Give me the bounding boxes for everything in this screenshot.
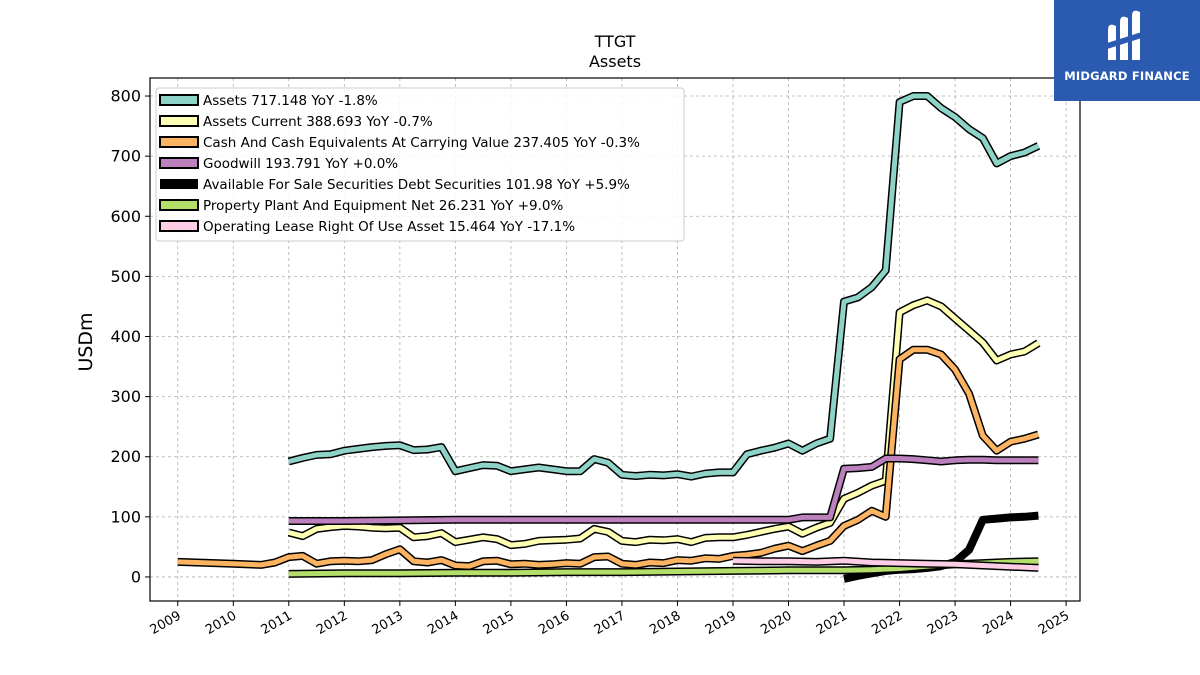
legend-swatch [159, 136, 199, 148]
x-tick-label: 2022 [869, 608, 905, 638]
legend-label: Assets 717.148 YoY -1.8% [203, 93, 378, 109]
series-line [288, 454, 1039, 525]
series-path [288, 93, 1040, 480]
y-tick-label: 800 [110, 87, 141, 106]
x-tick-label: 2023 [925, 608, 961, 638]
x-tick-label: 2016 [536, 608, 572, 638]
series-path [288, 456, 1039, 524]
y-axis-label: USDm [75, 312, 97, 371]
series-line [177, 345, 1040, 571]
x-tick-label: 2017 [592, 608, 628, 638]
legend-swatch [159, 199, 199, 211]
legend: Assets 717.148 YoY -1.8% Assets Current 3… [155, 87, 685, 242]
x-tick-label: 2015 [481, 608, 517, 638]
x-tick-label: 2011 [259, 608, 295, 638]
x-tick-label: 2020 [758, 608, 794, 638]
legend-label: Available For Sale Securities Debt Secur… [203, 177, 630, 193]
series-layer [177, 92, 1041, 583]
plot-frame [149, 77, 1081, 602]
legend-entry: Assets 717.148 YoY -1.8% [159, 93, 378, 109]
y-tick-label: 200 [110, 447, 141, 466]
series-line [732, 556, 1039, 572]
chart-subtitle: Assets [589, 52, 641, 71]
y-tick-label: 600 [110, 207, 141, 226]
x-tick-label: 2018 [647, 608, 683, 638]
x-tick-label: 2019 [703, 608, 739, 638]
legend-entry: Assets Current 388.693 YoY -0.7% [159, 114, 433, 130]
series-line [287, 92, 1041, 481]
x-tick-label: 2024 [980, 608, 1016, 638]
x-tick-label: 2010 [203, 608, 239, 638]
y-tick-label: 400 [110, 327, 141, 346]
legend-entry: Property Plant And Equipment Net 26.231 … [159, 198, 563, 214]
brand-logo: MIDGARD FINANCE [1054, 0, 1200, 101]
legend-entry: Available For Sale Securities Debt Secur… [160, 177, 630, 193]
y-tick-label: 300 [110, 387, 141, 406]
series-path [288, 297, 1040, 548]
x-tick-label: 2021 [814, 608, 850, 638]
chart-title: TTGT [594, 32, 636, 51]
series-line [287, 296, 1041, 550]
legend-label: Operating Lease Right Of Use Asset 15.46… [203, 219, 575, 235]
legend-label: Goodwill 193.791 YoY +0.0% [203, 156, 398, 172]
legend-swatch [159, 115, 199, 127]
x-tick-label: 2025 [1036, 608, 1072, 638]
x-tick-label: 2013 [370, 608, 406, 638]
x-tick-label: 2014 [425, 608, 461, 638]
legend-swatch [159, 220, 199, 232]
logo-text: MIDGARD FINANCE [1064, 69, 1190, 83]
y-tick-label: 100 [110, 507, 141, 526]
legend-label: Cash And Cash Equivalents At Carrying Va… [203, 135, 640, 151]
y-tick-label: 700 [110, 147, 141, 166]
series-outline [287, 296, 1041, 550]
legend-swatch [159, 94, 199, 106]
x-tick-label: 2009 [148, 608, 184, 638]
legend-entry: Operating Lease Right Of Use Asset 15.46… [159, 219, 575, 235]
x-tick-label: 2012 [314, 608, 350, 638]
legend-label: Assets Current 388.693 YoY -0.7% [203, 114, 433, 130]
series-path [177, 347, 1040, 569]
legend-label: Property Plant And Equipment Net 26.231 … [203, 198, 563, 214]
legend-swatch [160, 179, 198, 189]
series-outline [288, 454, 1039, 525]
legend-swatch [159, 157, 199, 169]
legend-box [155, 87, 685, 242]
legend-entry: Goodwill 193.791 YoY +0.0% [159, 156, 398, 172]
y-tick-label: 0 [131, 567, 141, 586]
legend-entry: Cash And Cash Equivalents At Carrying Va… [159, 135, 640, 151]
midgard-logo-icon [1104, 10, 1148, 61]
series-path [732, 558, 1039, 571]
y-tick-label: 500 [110, 267, 141, 286]
